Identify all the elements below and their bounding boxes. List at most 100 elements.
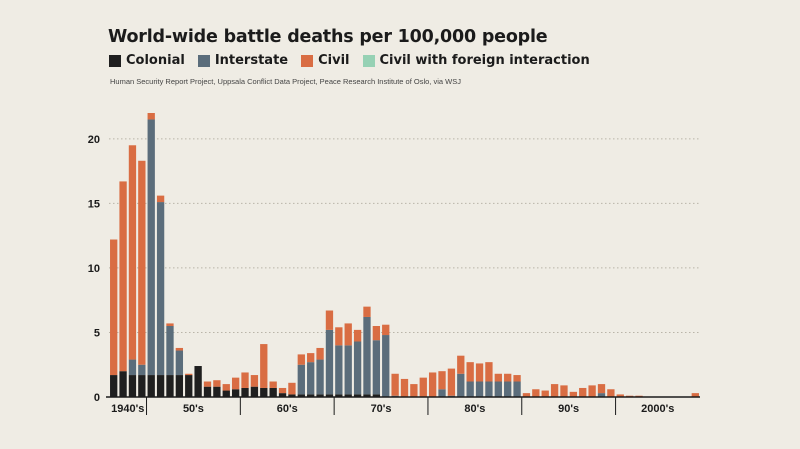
bar-colonial-1951	[156, 375, 165, 397]
bar-civil-1984	[466, 362, 474, 382]
bar-civil-1953	[175, 347, 184, 351]
bar-colonial-1972	[353, 394, 362, 397]
bar-civil-1977	[400, 378, 409, 397]
bar-interstate-1951	[156, 202, 165, 376]
bar-colonial-1961	[250, 386, 259, 397]
bar-colonial-1963	[269, 387, 277, 397]
bar-civil-1991	[532, 389, 540, 397]
bar-civil-1989	[513, 375, 521, 382]
y-tick-label: 20	[88, 134, 100, 146]
bar-civil-1969	[325, 310, 334, 330]
x-tick-label: 1940's	[111, 403, 144, 415]
bar-civil-1972	[353, 329, 362, 342]
bar-colonial-1949	[138, 375, 146, 397]
bar-civil-1948	[128, 145, 137, 360]
bar-interstate-1971	[344, 345, 352, 395]
bar-civil-1968	[316, 347, 324, 360]
x-tick-label: 90's	[558, 403, 579, 415]
bar-civil-1965	[288, 382, 296, 395]
legend-label-civil: Civil	[318, 53, 350, 68]
bar-interstate-1984	[466, 381, 474, 397]
bar-colonial-1967	[307, 394, 315, 397]
bar-colonial-1947	[119, 371, 127, 397]
bar-interstate-1989	[513, 381, 521, 397]
bar-colonial-1960	[241, 387, 249, 397]
bar-civil-1988	[504, 373, 512, 382]
bar-colonial-1955	[194, 366, 202, 397]
bar-civil-1981	[438, 371, 446, 390]
bar-civil-1967	[307, 353, 315, 363]
bar-civil-1974	[372, 326, 381, 341]
x-tick-label: 60's	[277, 403, 298, 415]
legend-swatch-colonial	[109, 54, 121, 67]
bar-interstate-1973	[363, 316, 371, 395]
bar-colonial-1966	[297, 394, 305, 397]
bar-civil-1962	[260, 344, 268, 388]
legend-label-colonial: Colonial	[126, 53, 185, 68]
y-tick-label: 15	[88, 198, 100, 210]
bar-civil-1983	[457, 355, 465, 374]
bar-civil-1990	[522, 393, 531, 397]
legend-swatch-civil-foreign	[362, 54, 375, 67]
bar-civil-1986	[485, 362, 493, 382]
bar-civil-1985	[475, 363, 484, 382]
bar-interstate-1950	[147, 119, 155, 376]
legend-label-interstate: Interstate	[214, 53, 289, 68]
legend-swatch-civil	[301, 54, 314, 67]
bar-civil-1957	[213, 380, 221, 387]
bar-interstate-1986	[485, 381, 493, 397]
bar-interstate-1967	[307, 362, 315, 395]
bar-colonial-1964	[278, 393, 287, 397]
bar-colonial-1946	[110, 375, 118, 397]
bar-interstate-1981	[438, 389, 446, 397]
bar-interstate-1968	[316, 359, 324, 395]
bar-colonial-1948	[128, 375, 137, 397]
bar-interstate-1953	[175, 350, 184, 376]
bar-civil-1978	[410, 384, 418, 397]
bar-civil-2000	[616, 394, 624, 397]
bar-interstate-1948	[128, 359, 137, 376]
bar-colonial-1959	[231, 389, 240, 397]
bar-civil-1979	[419, 377, 427, 397]
bar-civil-1964	[278, 387, 287, 394]
bar-civil-1996	[579, 387, 587, 397]
bar-interstate-1969	[325, 329, 334, 395]
bar-interstate-1974	[372, 340, 381, 395]
bar-interstate-1949	[138, 364, 146, 376]
bar-civil-1995	[569, 391, 578, 397]
legend-swatch-interstate	[197, 54, 210, 67]
bar-civil-1947	[119, 181, 127, 372]
x-tick-label: 80's	[464, 403, 485, 415]
bar-civil-2008	[691, 393, 699, 397]
chart-title: World-wide battle deaths per 100,000 peo…	[108, 27, 548, 47]
bar-civil-1954	[185, 373, 193, 376]
bar-civil-1987	[494, 373, 502, 382]
bar-colonial-1974	[372, 394, 381, 397]
bar-civil-1950	[147, 113, 155, 120]
bar-civil-1946	[110, 239, 118, 376]
bar-colonial-1973	[363, 394, 371, 397]
bar-colonial-1958	[222, 390, 230, 397]
bar-civil-1993	[550, 384, 559, 397]
bar-civil-1959	[231, 377, 240, 390]
x-tick-label: 50's	[183, 403, 204, 415]
bar-civil-1992	[541, 390, 549, 397]
bar-civil-1976	[391, 373, 399, 396]
bar-civil-1980	[428, 372, 437, 397]
legend-item-civil-foreign: Civil with foreign interaction	[362, 53, 590, 68]
bar-colonial-1954	[185, 375, 193, 397]
y-tick-label: 0	[94, 392, 100, 404]
x-tick-label: 70's	[371, 403, 392, 415]
bar-colonial-1956	[203, 386, 212, 397]
bar-civil-1956	[203, 381, 212, 387]
bar-interstate-1985	[475, 381, 484, 397]
bar-colonial-1962	[260, 387, 268, 397]
bar-interstate-1970	[335, 345, 343, 395]
legend-item-interstate: Interstate	[197, 53, 289, 68]
bar-colonial-1968	[316, 394, 324, 397]
legend-item-colonial: Colonial	[109, 53, 185, 68]
bar-interstate-1952	[166, 326, 174, 376]
bar-colonial-1950	[147, 375, 155, 397]
legend-label-civil-foreign: Civil with foreign interaction	[379, 53, 590, 68]
bar-interstate-1998	[597, 393, 606, 397]
